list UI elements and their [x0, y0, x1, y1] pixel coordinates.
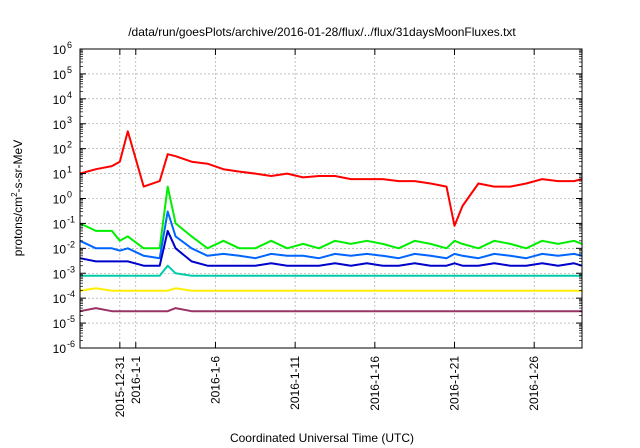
y-tick-label: 105 — [53, 65, 72, 82]
y-tick-base: 10 — [53, 118, 67, 132]
y-tick-label: 104 — [53, 90, 72, 107]
x-tick-label: 2016-1-6 — [208, 356, 222, 404]
x-tick-label: 2016-1-1 — [129, 356, 143, 404]
y-tick-base: 10 — [53, 242, 67, 256]
y-tick-exponent: 6 — [67, 40, 72, 50]
y-tick-exponent: -2 — [67, 239, 75, 249]
series-line — [80, 264, 582, 277]
series-line — [79, 287, 582, 292]
x-axis: 2015-12-31 2016-1-1 2016-1-6 2016-1-11 2016-… — [113, 49, 541, 417]
y-tick-base: 10 — [53, 43, 67, 57]
y-tick-base: 10 — [53, 217, 67, 231]
y-tick-label: 10-4 — [53, 289, 75, 306]
y-tick-label: 10-1 — [53, 214, 75, 231]
y-axis-label-rest: -s-sr-MeV — [11, 140, 25, 193]
x-axis-label: Coordinated Universal Time (UTC) — [230, 431, 414, 445]
y-axis: 10610510410310210110010-110-210-310-410-… — [53, 40, 582, 356]
chart-title: /data/run/goesPlots/archive/2016-01-28/f… — [128, 25, 516, 39]
y-tick-base: 10 — [53, 143, 67, 157]
series-line — [79, 307, 582, 313]
y-tick-exponent: 2 — [67, 140, 72, 150]
series-line — [79, 210, 583, 260]
y-axis-label-sup: 2 — [10, 192, 19, 197]
y-tick-exponent: -4 — [67, 289, 75, 299]
y-tick-label: 10-2 — [53, 239, 75, 256]
y-tick-exponent: 5 — [67, 65, 72, 75]
x-tick-label: 2015-12-31 — [113, 356, 127, 418]
y-tick-base: 10 — [53, 93, 67, 107]
y-tick-base: 10 — [53, 292, 67, 306]
y-tick-exponent: -1 — [67, 214, 75, 224]
grid — [80, 49, 582, 348]
y-tick-label: 10-3 — [53, 264, 75, 281]
y-tick-exponent: 0 — [67, 190, 72, 200]
y-tick-base: 10 — [53, 68, 67, 82]
y-tick-exponent: -6 — [67, 339, 75, 349]
plot-frame — [79, 48, 583, 349]
y-tick-label: 10-5 — [53, 314, 75, 331]
x-tick-label: 2016-1-21 — [448, 356, 462, 411]
y-tick-exponent: 1 — [67, 165, 72, 175]
y-axis-label-base: protons/cm — [11, 197, 25, 256]
y-tick-exponent: -3 — [67, 264, 75, 274]
x-tick-label: 2016-1-16 — [368, 356, 382, 411]
y-tick-base: 10 — [53, 168, 67, 182]
y-tick-exponent: 3 — [67, 115, 72, 125]
y-tick-label: 102 — [53, 140, 72, 157]
x-tick-label: 2016-1-26 — [527, 356, 541, 411]
x-tick-label: 2016-1-11 — [288, 356, 302, 410]
y-tick-label: 103 — [53, 115, 72, 132]
y-tick-base: 10 — [53, 267, 67, 281]
y-axis-label: protons/cm2-s-sr-MeV — [10, 140, 25, 256]
y-tick-base: 10 — [53, 342, 67, 356]
y-tick-label: 10-6 — [53, 339, 75, 356]
y-tick-exponent: -5 — [67, 314, 75, 324]
series-line — [79, 130, 583, 227]
y-tick-label: 100 — [53, 190, 72, 207]
y-tick-base: 10 — [53, 193, 67, 207]
series-group — [79, 130, 583, 313]
series-line — [79, 185, 583, 250]
series-line — [79, 229, 583, 267]
y-tick-label: 101 — [53, 165, 72, 182]
y-tick-base: 10 — [53, 317, 67, 331]
y-tick-exponent: 4 — [67, 90, 72, 100]
y-tick-label: 106 — [53, 40, 72, 57]
